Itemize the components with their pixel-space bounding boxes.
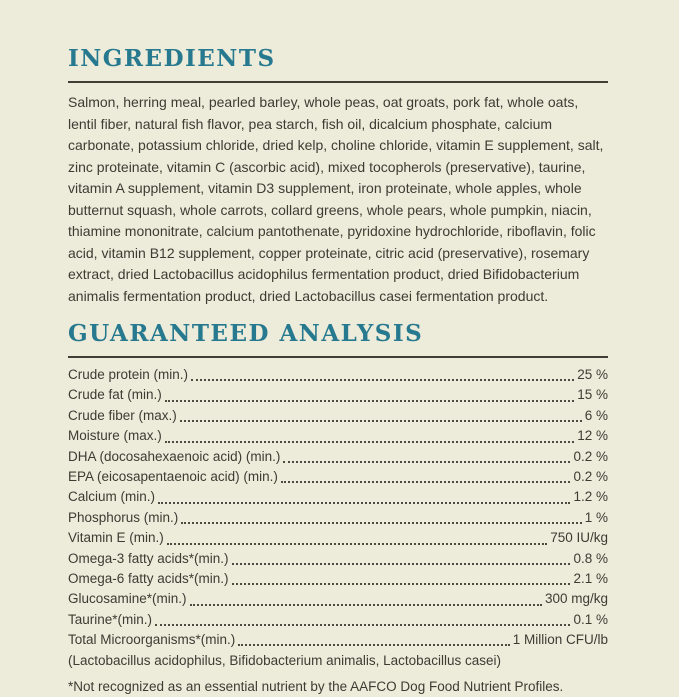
analysis-label: Phosphorus (min.): [68, 509, 179, 525]
analysis-label: Total Microorganisms*(min.): [68, 632, 236, 648]
aafco-footnote: *Not recognized as an essential nutrient…: [68, 678, 564, 694]
analysis-value: 12 %: [577, 428, 608, 444]
analysis-row-glucosamine: Glucosamine*(min.) 300 mg/kg: [68, 589, 608, 609]
dot-leader: [191, 379, 575, 382]
analysis-value: 1 %: [584, 509, 608, 525]
ingredients-text: Salmon, herring meal, pearled barley, wh…: [68, 94, 604, 304]
analysis-value: 300 mg/kg: [544, 591, 608, 607]
analysis-row-crude-protein: Crude protein (min.) 25 %: [68, 365, 608, 385]
dot-leader: [189, 603, 542, 606]
analysis-label: Glucosamine*(min.): [68, 591, 187, 607]
analysis-label: Vitamin E (min.): [68, 530, 164, 546]
analysis-row-crude-fiber: Crude fiber (max.) 6 %: [68, 406, 608, 426]
analysis-label: Omega-6 fatty acids*(min.): [68, 570, 229, 586]
dot-leader: [155, 624, 571, 627]
analysis-row-total-microorganisms: Total Microorganisms*(min.) 1 Million CF…: [68, 630, 608, 650]
guaranteed-analysis-title: GUARANTEED ANALYSIS: [68, 320, 424, 347]
dot-leader: [166, 542, 548, 545]
dot-leader: [283, 460, 571, 463]
analysis-row-calcium: Calcium (min.) 1.2 %: [68, 487, 608, 507]
analysis-row-phosphorus: Phosphorus (min.) 1 %: [68, 508, 608, 528]
analysis-value: 0.1 %: [573, 611, 608, 627]
dot-leader: [238, 644, 510, 647]
analysis-row-moisture: Moisture (max.) 12 %: [68, 426, 608, 446]
ingredients-title: INGREDIENTS: [68, 45, 276, 72]
analysis-row-crude-fat: Crude fat (min.) 15 %: [68, 385, 608, 405]
dot-leader: [164, 440, 575, 443]
analysis-label: Taurine*(min.): [68, 611, 153, 627]
analysis-value: 25 %: [577, 366, 608, 382]
analysis-row-taurine: Taurine*(min.) 0.1 %: [68, 610, 608, 630]
dot-leader: [179, 420, 582, 423]
dot-leader: [280, 481, 571, 484]
dot-leader: [231, 562, 571, 565]
analysis-label: Omega-3 fatty acids*(min.): [68, 550, 229, 566]
analysis-label: EPA (eicosapentaenoic acid) (min.): [68, 468, 278, 484]
ingredients-section: INGREDIENTS Salmon, herring meal, pearle…: [68, 46, 608, 307]
pet-food-label-panel: INGREDIENTS Salmon, herring meal, pearle…: [68, 46, 608, 694]
analysis-value: 0.8 %: [573, 550, 608, 566]
dot-leader: [164, 399, 575, 402]
analysis-label: Crude fat (min.): [68, 387, 162, 403]
analysis-row-dha: DHA (docosahexaenoic acid) (min.) 0.2 %: [68, 447, 608, 467]
dot-leader: [181, 522, 582, 525]
analysis-label: DHA (docosahexaenoic acid) (min.): [68, 448, 281, 464]
analysis-label: Calcium (min.): [68, 489, 156, 505]
analysis-label: Crude fiber (max.): [68, 407, 177, 423]
analysis-value: 6 %: [584, 407, 608, 423]
analysis-row-epa: EPA (eicosapentaenoic acid) (min.) 0.2 %: [68, 467, 608, 487]
ingredients-divider: [68, 81, 608, 83]
dot-leader: [231, 583, 571, 586]
analysis-value: 1.2 %: [573, 489, 608, 505]
guaranteed-analysis-section: GUARANTEED ANALYSIS Crude protein (min.)…: [68, 321, 608, 697]
guaranteed-analysis-divider: [68, 356, 608, 358]
analysis-value: 1 Million CFU/lb: [512, 632, 608, 648]
analysis-value: 0.2 %: [573, 468, 608, 484]
analysis-row-omega-3: Omega-3 fatty acids*(min.) 0.8 %: [68, 549, 608, 569]
analysis-value: 15 %: [577, 387, 608, 403]
analysis-value: 0.2 %: [573, 448, 608, 464]
analysis-value: 750 IU/kg: [550, 530, 608, 546]
guaranteed-analysis-table: Crude protein (min.) 25 % Crude fat (min…: [68, 365, 608, 650]
analysis-label: Crude protein (min.): [68, 366, 189, 382]
microorganisms-species-note: (Lactobacillus acidophilus, Bifidobacter…: [68, 653, 501, 669]
analysis-value: 2.1 %: [573, 570, 608, 586]
analysis-label: Moisture (max.): [68, 428, 162, 444]
analysis-row-omega-6: Omega-6 fatty acids*(min.) 2.1 %: [68, 569, 608, 589]
analysis-row-vitamin-e: Vitamin E (min.) 750 IU/kg: [68, 528, 608, 548]
dot-leader: [158, 501, 571, 504]
